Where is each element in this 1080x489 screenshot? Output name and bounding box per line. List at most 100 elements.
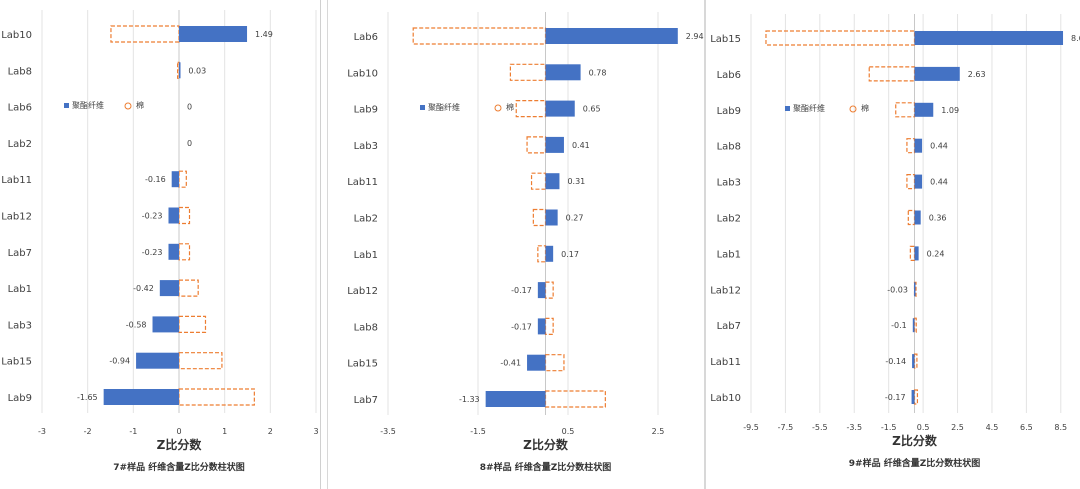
data-label: -0.23 bbox=[142, 248, 163, 257]
legend-label-cotton: 棉 bbox=[506, 102, 514, 112]
category-label: Lab7 bbox=[717, 321, 741, 332]
legend-marker-polyester bbox=[420, 105, 425, 110]
category-label: Lab11 bbox=[1, 175, 32, 186]
bar-cotton bbox=[178, 315, 207, 333]
data-label: -0.42 bbox=[133, 284, 154, 293]
x-tick-label: -3 bbox=[38, 427, 46, 436]
bar-cotton bbox=[532, 208, 547, 227]
legend-marker-cotton bbox=[849, 105, 857, 113]
x-tick-label: 2.5 bbox=[652, 427, 665, 436]
bar-cotton bbox=[906, 174, 916, 190]
x-tick-label: 4.5 bbox=[986, 423, 999, 432]
bar-cotton bbox=[530, 172, 547, 190]
bar-cotton bbox=[178, 388, 255, 406]
bar-polyester bbox=[537, 318, 546, 335]
x-tick-label: -3.5 bbox=[380, 427, 396, 436]
x-tick-label: -3.5 bbox=[846, 423, 862, 432]
bar-cotton bbox=[906, 138, 916, 154]
category-label: Lab9 bbox=[354, 105, 378, 116]
data-label: -0.23 bbox=[142, 212, 163, 221]
chart-svg-8: -3.5 -1.5 0.5 2.5 Lab6 2.94 Lab10 0.78 Lab9 0.65 L… bbox=[347, 12, 704, 473]
data-label: 0.44 bbox=[930, 142, 948, 151]
category-label: Lab10 bbox=[1, 30, 32, 41]
bar-cotton bbox=[526, 136, 547, 154]
x-tick-label: -1.5 bbox=[881, 423, 897, 432]
category-label: Lab9 bbox=[8, 393, 32, 404]
chart-title: 9#样品 纤维含量Z比分数柱状图 bbox=[849, 457, 980, 469]
category-label: Lab11 bbox=[710, 357, 741, 368]
category-label: Lab2 bbox=[717, 214, 741, 225]
category-label: Lab6 bbox=[354, 32, 378, 43]
data-label: 0.78 bbox=[589, 68, 607, 77]
data-label: -1.65 bbox=[77, 393, 98, 402]
category-label: Lab3 bbox=[8, 320, 32, 331]
data-label: -0.17 bbox=[511, 322, 532, 331]
x-tick-label: -5.5 bbox=[812, 423, 828, 432]
data-label: 0.17 bbox=[561, 250, 579, 259]
category-label: Lab1 bbox=[717, 249, 741, 260]
category-label: Lab8 bbox=[354, 322, 378, 333]
data-label: -0.58 bbox=[126, 320, 147, 329]
bar-polyester bbox=[103, 389, 179, 405]
x-tick-label: 3 bbox=[313, 427, 318, 436]
category-label: Lab11 bbox=[347, 177, 378, 188]
bar-polyester bbox=[171, 171, 179, 188]
chart-svg-9: -9.5 -7.5 -5.5 -3.5 -1.5 0.5 2.5 4.5 6.5 8.5 Lab15… bbox=[710, 14, 1080, 469]
chart-title: 8#样品 纤维含量Z比分数柱状图 bbox=[480, 461, 611, 473]
bar-polyester bbox=[913, 282, 916, 297]
bar-cotton bbox=[544, 354, 565, 372]
data-label: -0.1 bbox=[891, 321, 907, 330]
bar-cotton bbox=[895, 102, 916, 118]
category-label: Lab2 bbox=[8, 139, 32, 150]
bar-polyester bbox=[912, 318, 915, 333]
bar-cotton bbox=[537, 245, 547, 263]
x-tick-label: -7.5 bbox=[778, 423, 794, 432]
x-tick-label: 0 bbox=[176, 427, 181, 436]
data-label: -0.14 bbox=[885, 357, 906, 366]
chart-svg-7: -3 -2 -1 0 1 2 3 Lab10 1.49 Lab8 0.03 Lab6 0 Lab2 0 Lab… bbox=[1, 10, 319, 473]
x-tick-label: 0.5 bbox=[917, 423, 930, 432]
category-label: Lab15 bbox=[1, 357, 32, 368]
legend-marker-cotton bbox=[494, 104, 502, 112]
chart-title: 7#样品 纤维含量Z比分数柱状图 bbox=[113, 461, 244, 473]
data-label: -0.94 bbox=[109, 357, 130, 366]
bar-polyester bbox=[911, 390, 915, 404]
legend-label-cotton: 棉 bbox=[136, 100, 144, 110]
x-tick-label: -1 bbox=[129, 427, 137, 436]
x-axis-title: Z比分数 bbox=[892, 433, 938, 448]
bar-cotton bbox=[110, 25, 180, 43]
bar-polyester bbox=[545, 64, 581, 81]
bar-polyester bbox=[152, 316, 179, 333]
data-label: -1.33 bbox=[459, 395, 480, 404]
category-label: Lab7 bbox=[8, 248, 32, 259]
category-label: Lab8 bbox=[717, 142, 741, 153]
x-tick-label: 2.5 bbox=[951, 423, 964, 432]
bar-polyester bbox=[527, 354, 546, 371]
legend-marker-polyester bbox=[785, 106, 790, 111]
bar-cotton bbox=[765, 30, 916, 46]
bar-polyester bbox=[179, 26, 248, 42]
data-label: -0.17 bbox=[511, 286, 532, 295]
category-label: Lab9 bbox=[717, 106, 741, 117]
data-label: 0.24 bbox=[927, 249, 945, 258]
bar-polyester bbox=[914, 31, 1064, 45]
data-label: 0.03 bbox=[188, 66, 206, 75]
legend-marker-polyester bbox=[64, 103, 69, 108]
bar-cotton bbox=[509, 63, 547, 81]
bar-polyester bbox=[914, 102, 934, 117]
bar-polyester bbox=[168, 207, 179, 224]
x-tick-label: 8.5 bbox=[1054, 423, 1067, 432]
x-tick-label: -2 bbox=[84, 427, 92, 436]
x-axis-title: Z比分数 bbox=[523, 437, 569, 452]
x-axis-title: Z比分数 bbox=[157, 437, 203, 452]
chart-panel-9: -9.5 -7.5 -5.5 -3.5 -1.5 0.5 2.5 4.5 6.5 8.5 Lab15… bbox=[705, 0, 1080, 489]
x-tick-label: -1.5 bbox=[470, 427, 486, 436]
bar-polyester bbox=[537, 282, 546, 299]
category-label: Lab8 bbox=[8, 66, 32, 77]
bar-cotton bbox=[178, 279, 199, 297]
data-label: 0.44 bbox=[930, 178, 948, 187]
bar-polyester bbox=[545, 209, 558, 226]
bar-polyester bbox=[912, 354, 915, 369]
data-label: -0.41 bbox=[500, 359, 521, 368]
bar-polyester bbox=[545, 136, 564, 153]
